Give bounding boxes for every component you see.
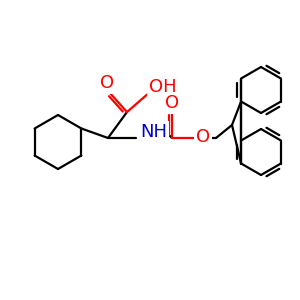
Text: O: O xyxy=(100,74,114,92)
Text: NH: NH xyxy=(140,123,167,141)
Text: O: O xyxy=(165,94,179,112)
Text: O: O xyxy=(196,128,210,146)
Text: OH: OH xyxy=(149,78,177,96)
